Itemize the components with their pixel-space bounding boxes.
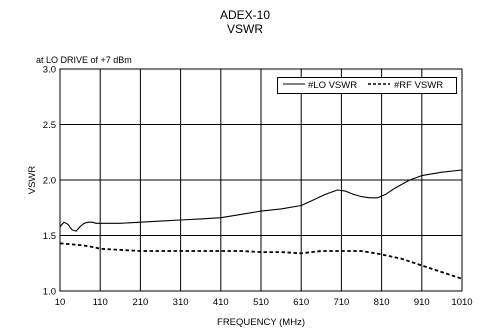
y-axis-label: VSWR	[27, 166, 38, 195]
x-tick-label: 510	[253, 297, 269, 308]
y-tick-label: 1.5	[43, 231, 56, 242]
x-tick-label: 810	[374, 297, 390, 308]
x-axis-label: FREQUENCY (MHz)	[217, 317, 305, 328]
chart-title: ADEX-10	[219, 8, 271, 22]
chart-subtitle: VSWR	[227, 22, 263, 36]
x-tick-label: 110	[93, 297, 108, 308]
legend-rf-label: #RF VSWR	[394, 80, 444, 91]
drive-note: at LO DRIVE of +7 dBm	[36, 55, 132, 65]
series-rf-vswr-line	[59, 242, 463, 280]
x-tick-label: 210	[132, 297, 148, 308]
series-lo-vswr-line	[59, 169, 463, 232]
x-tick-label: 10	[55, 297, 66, 308]
x-tick-label: 310	[173, 297, 189, 308]
y-tick-label: 3.0	[43, 65, 56, 76]
x-tick-label: 610	[293, 297, 309, 308]
y-tick-label: 1.0	[43, 287, 56, 298]
plot-frame	[59, 68, 463, 292]
legend-rf-swatch	[368, 83, 390, 85]
x-tick-label: 710	[333, 297, 349, 308]
x-tick-label: 410	[213, 297, 229, 308]
chart-legend: #LO VSWR #RF VSWR	[277, 77, 457, 94]
y-tick-label: 2.0	[43, 176, 56, 187]
x-tick-label: 910	[414, 297, 430, 308]
x-tick-label: 1010	[451, 297, 472, 308]
legend-lo-swatch	[283, 83, 305, 85]
legend-lo-label: #LO VSWR	[308, 80, 358, 91]
y-tick-label: 2.5	[43, 120, 56, 131]
